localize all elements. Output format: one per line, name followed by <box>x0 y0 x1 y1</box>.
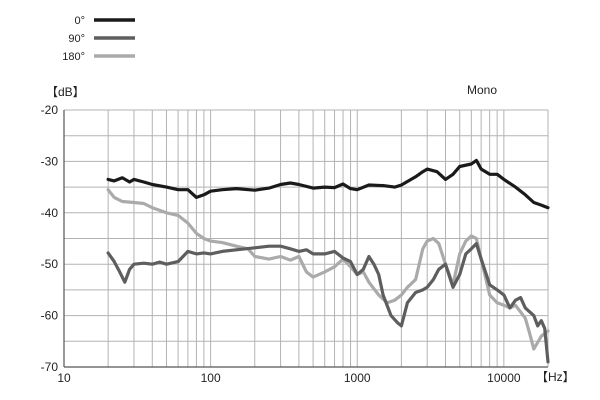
y-tick-label: -40 <box>41 206 59 220</box>
x-tick-label: 10000 <box>487 371 521 385</box>
legend-label-0: 0° <box>74 15 85 27</box>
x-tick-label: 100 <box>201 371 221 385</box>
series-lines <box>106 158 550 364</box>
x-tick-label: 1000 <box>344 371 371 385</box>
series-line-180deg <box>106 188 550 351</box>
legend-label-180: 180° <box>62 51 85 63</box>
legend-label-90: 90° <box>68 33 85 45</box>
series-line-0deg <box>106 158 550 210</box>
series-line-90deg <box>106 242 550 364</box>
x-tick-label: 10 <box>57 371 71 385</box>
legend: 0° 90° 180° <box>62 15 135 63</box>
y-tick-label: -70 <box>41 360 59 374</box>
y-tick-label: -50 <box>41 257 59 271</box>
y-tick-label: -20 <box>41 103 59 117</box>
x-axis-unit: 【Hz】 <box>536 370 575 384</box>
y-axis-unit: 【dB】 <box>46 85 85 99</box>
y-tick-label: -60 <box>41 309 59 323</box>
mono-annotation: Mono <box>467 83 497 97</box>
y-tick-label: -30 <box>41 154 59 168</box>
